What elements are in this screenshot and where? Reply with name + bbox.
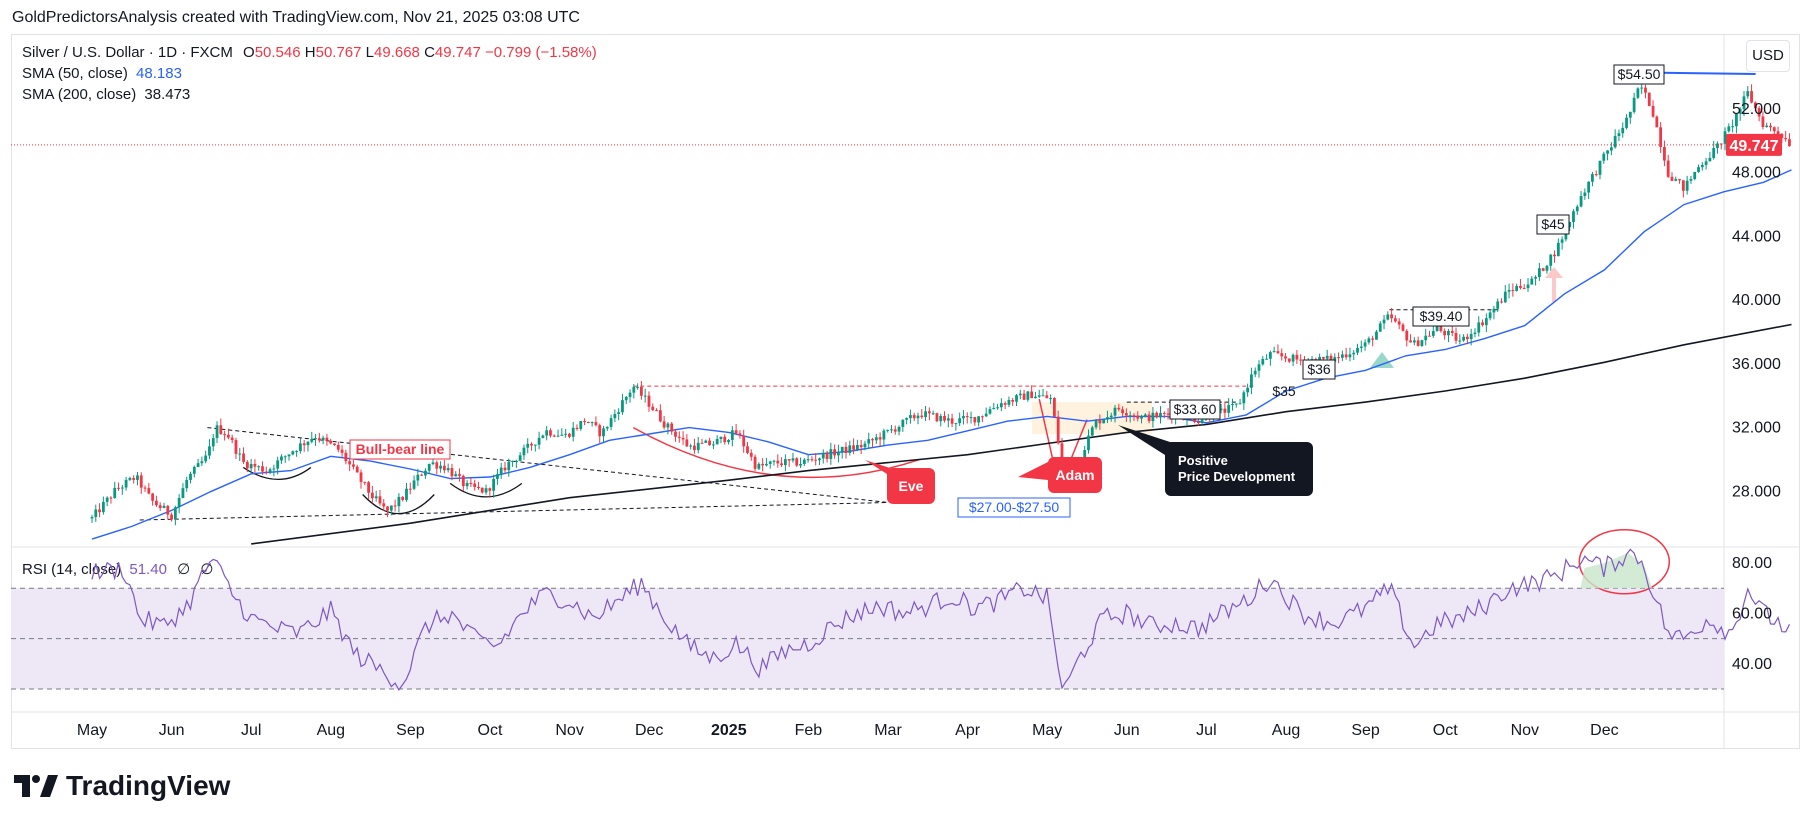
chart-frame [11, 34, 1800, 749]
sma50-label: SMA (50, close) [22, 65, 128, 82]
symbol-legend[interactable]: Silver / U.S. Dollar · 1D · FXCM O50.546… [22, 44, 597, 61]
brand-name: TradingView [66, 770, 231, 801]
symbol-title: Silver / U.S. Dollar · 1D · FXCM [22, 44, 233, 61]
open-value: 50.546 [254, 44, 301, 61]
rsi-extra-1: ∅ [177, 561, 191, 578]
close-value: 49.747 [434, 44, 481, 61]
high-value: 50.767 [315, 44, 362, 61]
rsi-extra-2: ∅ [200, 561, 214, 578]
rsi-label: RSI (14, close) [22, 561, 122, 578]
currency-button[interactable]: USD [1746, 40, 1790, 72]
sma200-legend[interactable]: SMA (200, close) 38.473 [22, 86, 190, 103]
low-value: 49.668 [374, 44, 420, 61]
sma50-legend[interactable]: SMA (50, close) 48.183 [22, 65, 182, 82]
low-label: L [365, 44, 375, 61]
tradingview-logo[interactable]: TradingView [14, 770, 230, 802]
sma200-label: SMA (200, close) [22, 86, 137, 103]
high-label: H [304, 44, 316, 61]
sma200-value: 38.473 [144, 86, 191, 103]
change-value: −0.799 (−1.58%) [484, 44, 597, 61]
sma50-value: 48.183 [136, 65, 182, 82]
open-label: O [243, 44, 255, 61]
chart-caption: GoldPredictorsAnalysis created with Trad… [12, 9, 580, 26]
tradingview-logo-icon [14, 775, 58, 797]
rsi-legend[interactable]: RSI (14, close) 51.40 ∅ ∅ [22, 560, 213, 578]
rsi-value: 51.40 [129, 561, 167, 578]
close-label: C [424, 44, 435, 61]
